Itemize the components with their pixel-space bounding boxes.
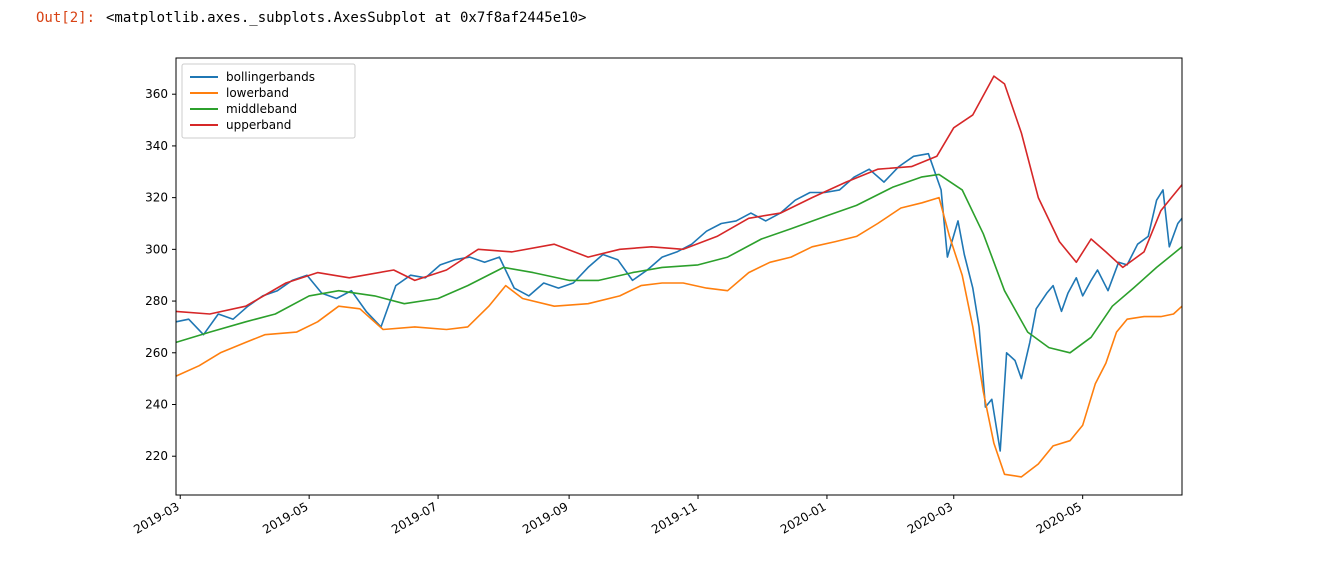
series-layer <box>175 75 1183 478</box>
series-line-upperband <box>175 75 1183 315</box>
series-line-lowerband <box>175 196 1183 478</box>
legend-label-middleband: middleband <box>226 102 297 116</box>
legend: bollingerbands lowerband middleband upperba… <box>181 63 356 139</box>
y-tick-label: 340 <box>145 139 168 153</box>
series-line-middleband <box>175 173 1183 354</box>
x-tick-label: 2020-05 <box>1034 499 1084 536</box>
output-repr-text: <matplotlib.axes._subplots.AxesSubplot a… <box>106 10 587 26</box>
x-tick-label: 2019-05 <box>260 499 310 536</box>
series-line-bollingerbands <box>175 152 1183 452</box>
output-cell-header: Out[2]: <matplotlib.axes._subplots.AxesS… <box>0 0 1327 40</box>
x-tick-label: 2019-09 <box>520 499 570 536</box>
y-tick-label: 360 <box>145 87 168 101</box>
legend-label-bollingerbands: bollingerbands <box>226 70 315 84</box>
y-tick-label: 280 <box>145 294 168 308</box>
x-tick-label: 2019-11 <box>649 499 699 536</box>
legend-label-upperband: upperband <box>226 118 291 132</box>
plot-frame <box>175 57 1183 496</box>
x-tick-label: 2019-03 <box>131 499 181 536</box>
y-tick-label: 320 <box>145 191 168 205</box>
x-tick-label: 2020-03 <box>905 499 955 536</box>
x-tick-label: 2019-07 <box>389 499 439 536</box>
output-prompt: Out[2]: <box>36 10 96 26</box>
x-axis: 2019-03 2019-05 2019-07 2019-09 2019-11 2020-… <box>131 495 1084 537</box>
x-tick-label: 2020-01 <box>778 499 828 536</box>
y-tick-label: 240 <box>145 397 168 411</box>
y-tick-label: 260 <box>145 346 168 360</box>
y-tick-label: 300 <box>145 242 168 256</box>
legend-label-lowerband: lowerband <box>226 86 289 100</box>
y-axis: 220 240 260 280 300 320 340 360 <box>145 87 176 463</box>
y-tick-label: 220 <box>145 449 168 463</box>
legend-box <box>181 63 356 139</box>
